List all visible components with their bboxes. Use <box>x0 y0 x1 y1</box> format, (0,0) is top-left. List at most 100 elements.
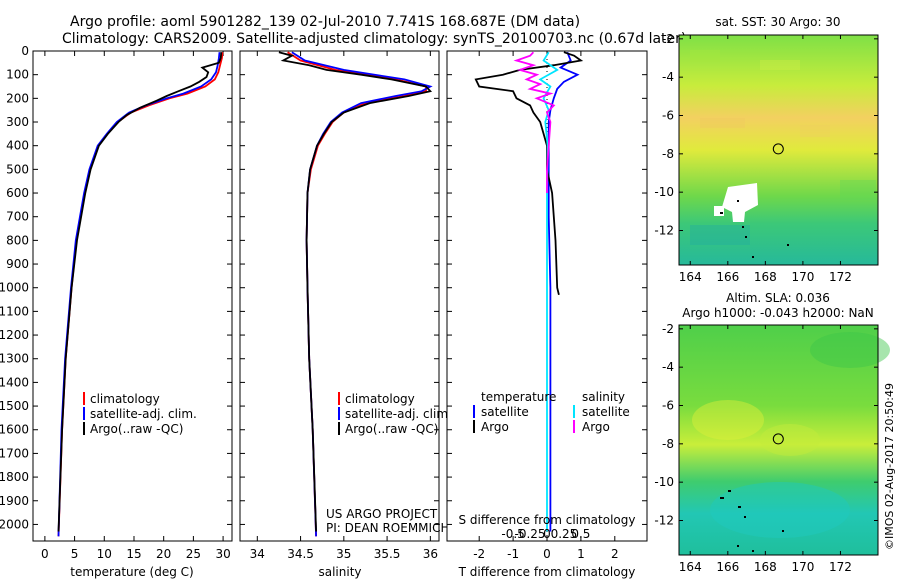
title-line-2: Climatology: CARS2009. Satellite-adjuste… <box>62 31 686 47</box>
s-diff-tick-label: 0.25 <box>551 527 578 541</box>
t-difference-label: T difference from climatology <box>458 565 636 579</box>
sla-map-axes: 164 166 168 170 172 -2 -4 -6 -8 -10 -12 <box>654 322 878 574</box>
title-line-1: Argo profile: aoml 5901282_139 02-Jul-20… <box>70 14 580 30</box>
lat-tick-label: -8 <box>662 437 674 451</box>
x-tick-label: 34 <box>250 547 265 561</box>
sla-map-texture <box>692 332 890 538</box>
legend-climatology-label: climatology <box>90 392 160 406</box>
temperature-ticks: 0 5 10 15 20 25 300100200300400500600700800900… <box>0 44 232 561</box>
depth-tick-label: 100 <box>6 68 29 82</box>
salinity-panel: 34 34.5 35 35.5 36 climatology satellite-adj… <box>239 50 452 579</box>
lat-tick-label: -2 <box>662 32 674 46</box>
depth-tick-label: 700 <box>6 210 29 224</box>
x-tick-label: 25 <box>186 547 201 561</box>
sst-map-title: sat. SST: 30 Argo: 30 <box>715 15 840 29</box>
depth-tick-label: 600 <box>6 186 29 200</box>
lon-tick-label: 170 <box>791 270 814 284</box>
legend-satellite-label: satellite-adj. clim. <box>90 407 197 421</box>
sla-map-frame <box>678 324 879 556</box>
sst-map-islands <box>720 200 789 258</box>
salinity-xlabel: salinity <box>318 565 361 579</box>
depth-tick-label: 1500 <box>0 399 29 413</box>
depth-tick-label: 200 <box>6 91 29 105</box>
x-tick-label: 36 <box>423 547 438 561</box>
s-difference-ticks: -0.5-0.250 0.250.5 <box>501 527 590 541</box>
legend-sal-argo-label: Argo <box>582 420 610 434</box>
depth-tick-label: 1900 <box>0 494 29 508</box>
series-temperature-argo <box>474 51 584 296</box>
salinity-series <box>278 51 433 537</box>
x-tick-label: 0 <box>41 547 49 561</box>
x-tick-label: 5 <box>71 547 79 561</box>
project-line-1: US ARGO PROJECT <box>326 507 438 521</box>
s-diff-tick-label: -0.25 <box>515 527 546 541</box>
series-temperature-satellite <box>547 51 580 532</box>
sla-map-title: Altim. SLA: 0.036 <box>726 291 830 305</box>
lat-tick-label: -8 <box>662 147 674 161</box>
difference-ticks: -2 -1 0 1 2 <box>447 50 647 561</box>
lat-tick-label: -10 <box>654 185 674 199</box>
legend-salinity-title: salinity <box>582 390 625 404</box>
lat-tick-label: -12 <box>654 514 674 528</box>
x-tick-label: 15 <box>126 547 141 561</box>
salinity-legend: climatology satellite-adj. clim. Argo(..… <box>338 392 452 436</box>
x-tick-label: 10 <box>97 547 112 561</box>
depth-tick-label: 1200 <box>0 328 29 342</box>
x-tick-label: -2 <box>473 547 485 561</box>
salinity-axes-box <box>239 50 440 542</box>
difference-panel: -2 -1 0 1 2 temperature salinity satellite A… <box>446 50 648 579</box>
sla-map-islands <box>720 490 784 552</box>
temperature-axes-box <box>32 50 233 542</box>
sla-map-subtitle: Argo h1000: -0.043 h2000: NaN <box>682 306 874 320</box>
series-argo <box>57 52 223 532</box>
lon-tick-label: 172 <box>829 560 852 574</box>
series-argo <box>278 51 433 532</box>
temperature-series <box>57 52 224 537</box>
depth-tick-label: 1800 <box>0 470 29 484</box>
sla-map-field <box>679 325 878 555</box>
legend-satellite-label: satellite-adj. clim. <box>345 407 452 421</box>
s-diff-tick-label: 0.5 <box>571 527 590 541</box>
lon-tick-label: 166 <box>716 270 739 284</box>
x-tick-label: 20 <box>156 547 171 561</box>
sst-argo-location-marker <box>772 143 784 155</box>
lat-tick-label: -6 <box>662 109 674 123</box>
lat-tick-label: -6 <box>662 399 674 413</box>
sst-map-texture <box>690 50 876 245</box>
sla-map-panel: Altim. SLA: 0.036 Argo h1000: -0.043 h20… <box>654 291 890 574</box>
salinity-ticks: 34 34.5 35 35.5 36 <box>240 50 439 561</box>
x-tick-label: 34.5 <box>287 547 314 561</box>
lat-tick-label: -12 <box>654 224 674 238</box>
sst-map-field <box>679 35 878 265</box>
x-tick-label: 0 <box>543 547 551 561</box>
temperature-xlabel: temperature (deg C) <box>70 565 193 579</box>
lon-tick-label: 164 <box>679 560 702 574</box>
legend-argo-label: Argo(..raw -QC) <box>90 422 183 436</box>
lat-tick-label: -4 <box>662 360 674 374</box>
lon-tick-label: 172 <box>829 270 852 284</box>
depth-tick-label: 1300 <box>0 352 29 366</box>
lon-tick-label: 164 <box>679 270 702 284</box>
temperature-legend: climatology satellite-adj. clim. Argo(..… <box>83 392 197 436</box>
lon-tick-label: 168 <box>754 270 777 284</box>
lon-tick-label: 166 <box>716 560 739 574</box>
sst-map-missing-data <box>722 183 758 222</box>
legend-climatology-label: climatology <box>345 392 415 406</box>
x-tick-label: -1 <box>507 547 519 561</box>
x-tick-label: 35 <box>336 547 351 561</box>
series-salinity-argo <box>513 51 556 193</box>
lon-tick-label: 168 <box>754 560 777 574</box>
x-tick-label: 30 <box>215 547 230 561</box>
legend-temp-argo-label: Argo <box>481 420 509 434</box>
lat-tick-label: -2 <box>662 322 674 336</box>
lon-tick-label: 170 <box>791 560 814 574</box>
x-tick-label: 35.5 <box>374 547 401 561</box>
sla-argo-location-marker <box>772 433 784 445</box>
lat-tick-label: -10 <box>654 475 674 489</box>
x-tick-label: 1 <box>577 547 585 561</box>
s-difference-label: S difference from climatology <box>459 513 636 527</box>
difference-series <box>474 51 584 532</box>
depth-tick-label: 0 <box>21 44 29 58</box>
s-diff-tick-label: -0.5 <box>501 527 524 541</box>
